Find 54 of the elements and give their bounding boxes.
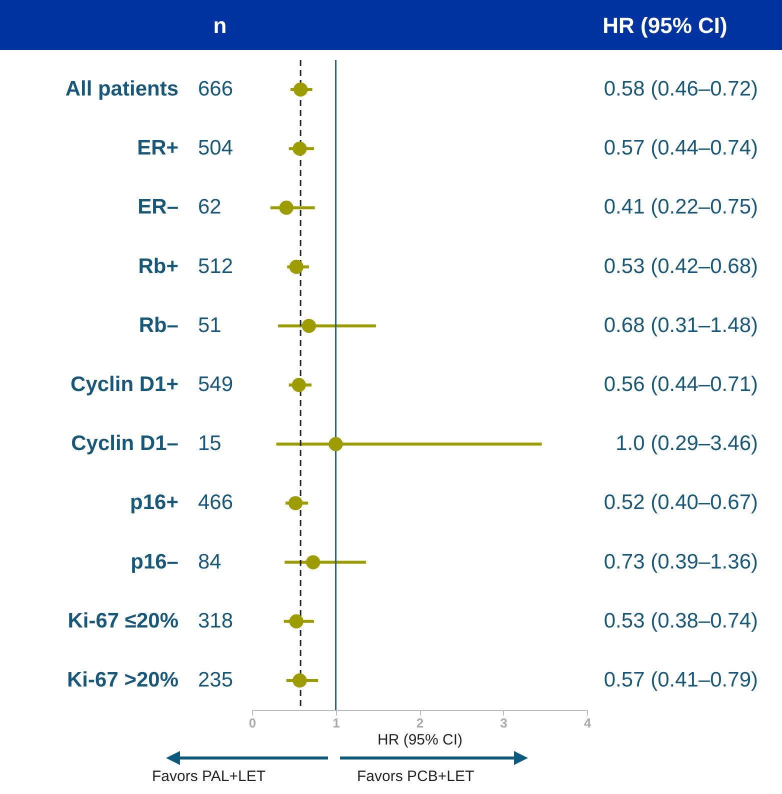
- data-label: 0.53 (0.38–0.74): [604, 609, 758, 632]
- text: Favors PAL+LET: [152, 768, 266, 785]
- point: [289, 614, 304, 628]
- data-label: 0.57 (0.44–0.74): [604, 136, 758, 160]
- y-tick-label: Ki-67 >20%: [67, 668, 179, 692]
- text: 51: [198, 314, 222, 337]
- data-label: 1.0 (0.29–3.46): [616, 432, 758, 456]
- point: [294, 82, 308, 97]
- text: 15: [198, 432, 222, 456]
- data-label: 0.57 (0.41–0.79): [604, 668, 758, 692]
- text: 235: [198, 668, 234, 692]
- point: [306, 555, 320, 570]
- y-tick-label: Cyclin D1+: [70, 373, 178, 396]
- text: 549: [198, 373, 234, 396]
- data-label: 0.73 (0.39–1.36): [604, 550, 758, 574]
- data-label: 0.52 (0.40–0.67): [604, 491, 758, 514]
- data-label: 0.53 (0.42–0.68): [604, 254, 758, 278]
- text: 466: [198, 491, 234, 514]
- y-tick-label: All patients: [65, 78, 178, 101]
- text: 62: [198, 196, 222, 219]
- point: [328, 437, 343, 452]
- text: 512: [198, 254, 234, 278]
- y-tick-label: ER–: [138, 196, 179, 219]
- y-tick-label: ER+: [137, 136, 178, 160]
- y-tick-label: Cyclin D1–: [71, 432, 179, 456]
- text: 318: [198, 609, 234, 632]
- data-label: 0.56 (0.44–0.71): [604, 373, 758, 396]
- x-tick-label: 2: [416, 716, 424, 730]
- point: [279, 200, 294, 215]
- x-tick-label: 4: [584, 716, 592, 730]
- x-tick-label: 0: [248, 716, 256, 730]
- y-tick-label: Ki-67 ≤20%: [68, 609, 179, 632]
- point: [292, 378, 306, 392]
- text: Favors PCB+LET: [357, 768, 474, 785]
- x-tick-label: 1: [332, 716, 340, 730]
- y-tick-label: p16–: [130, 550, 179, 574]
- text: n: [213, 13, 227, 39]
- text: 84: [198, 550, 222, 574]
- text: 666: [198, 78, 234, 101]
- point: [292, 142, 307, 156]
- text: HR (95% CI): [602, 13, 728, 39]
- data-label: 0.68 (0.31–1.48): [604, 314, 758, 337]
- y-tick-label: p16+: [130, 491, 178, 514]
- text: 504: [198, 136, 234, 160]
- point: [302, 318, 316, 333]
- y-tick-label: Rb+: [138, 254, 178, 278]
- data-label: 0.41 (0.22–0.75): [604, 196, 758, 219]
- point: [288, 496, 303, 510]
- x-axis-title: HR (95% CI): [377, 732, 463, 748]
- point: [289, 260, 304, 274]
- point: [292, 673, 307, 688]
- x-tick-label: 3: [500, 716, 508, 730]
- data-label: 0.58 (0.46–0.72): [604, 78, 758, 101]
- y-tick-label: Rb–: [138, 314, 179, 337]
